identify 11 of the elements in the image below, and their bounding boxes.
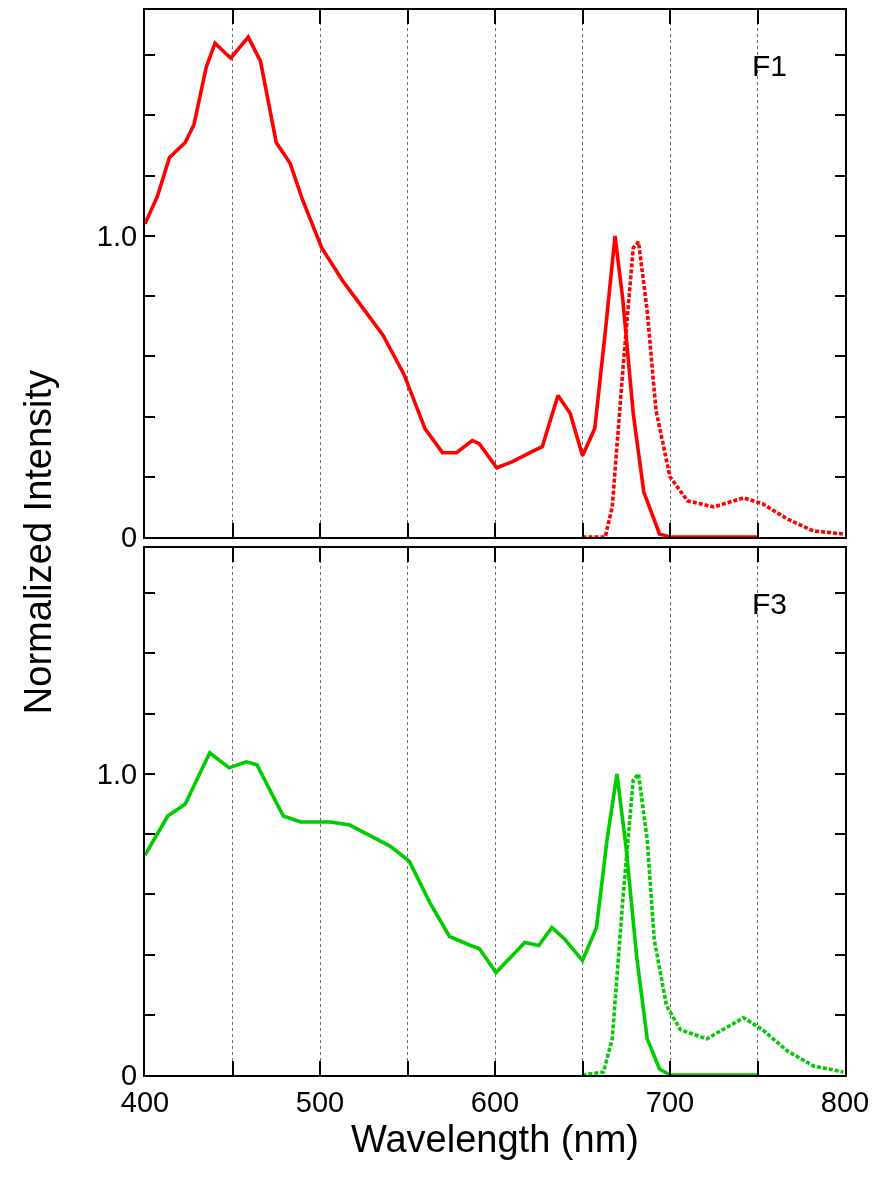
x-axis-title: Wavelength (nm) [351,1117,639,1160]
x-tick-label: 800 [820,1085,870,1118]
annotation: F1 [752,49,788,82]
y-axis-title: Normalized Intensity [16,369,60,715]
x-tick-label: 600 [470,1085,520,1118]
y-tick-label: 1.0 [96,758,138,791]
y-tick-label: 0 [121,521,138,554]
x-tick-label: 500 [295,1085,345,1118]
x-tick-label: 700 [645,1085,695,1118]
annotation: F3 [752,587,788,620]
y-tick-label: 1.0 [96,220,138,253]
